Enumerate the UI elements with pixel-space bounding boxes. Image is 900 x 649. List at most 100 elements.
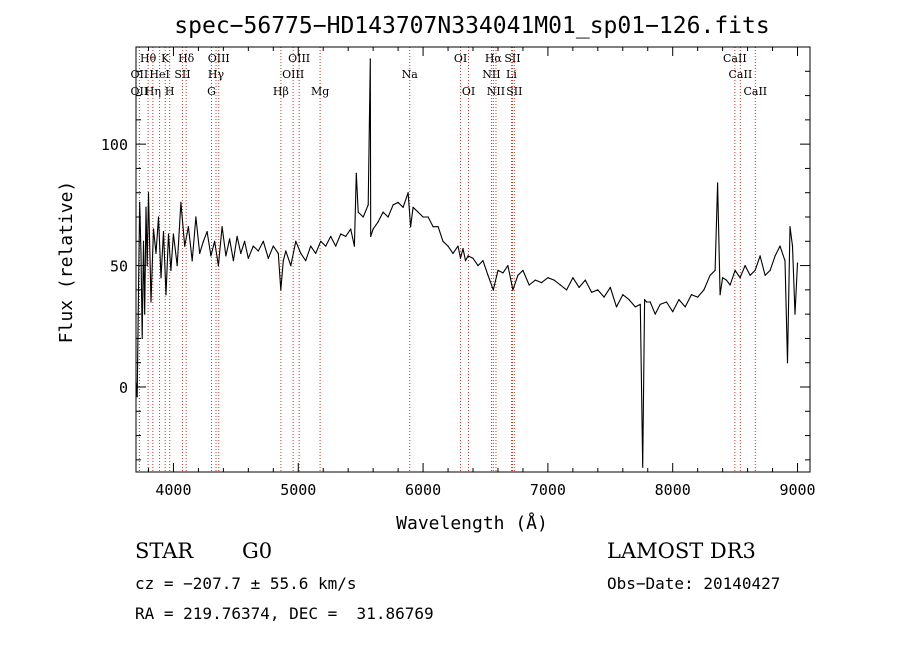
line-label: Li <box>506 68 517 81</box>
data-point <box>609 286 611 288</box>
data-point <box>199 252 201 254</box>
data-point <box>578 286 580 288</box>
line-label: OIII <box>282 68 304 81</box>
data-point <box>206 231 208 233</box>
data-point <box>280 289 282 291</box>
data-point <box>155 252 157 254</box>
data-point <box>744 265 746 267</box>
data-point <box>357 211 359 213</box>
line-label: Hδ <box>178 52 195 65</box>
data-point <box>796 262 799 264</box>
data-point <box>236 235 238 237</box>
data-point <box>654 313 656 315</box>
data-point <box>697 296 699 298</box>
data-point <box>277 252 279 254</box>
data-point <box>187 226 189 228</box>
data-point <box>195 216 197 218</box>
line-label: NII <box>487 85 505 98</box>
data-point <box>482 260 484 262</box>
line-label: OII <box>131 85 149 98</box>
obs-date: Obs−Date: 20140427 <box>607 574 781 593</box>
data-point <box>477 265 479 267</box>
data-point <box>150 301 152 303</box>
data-point <box>603 296 605 298</box>
x-tick-label: 7000 <box>530 481 566 499</box>
data-point <box>377 221 379 223</box>
data-point <box>392 204 394 206</box>
data-point <box>229 238 231 240</box>
data-point <box>225 255 227 257</box>
y-tick-label: 100 <box>101 136 128 154</box>
data-point <box>320 240 322 242</box>
data-point <box>340 233 342 235</box>
data-point <box>779 245 781 247</box>
x-axis-label: Wavelength (Å) <box>396 512 548 534</box>
data-point <box>459 257 462 259</box>
data-point <box>764 274 766 276</box>
data-point <box>659 303 661 305</box>
data-point <box>412 206 414 208</box>
line-labels: Hθ OII OII K HeI Hη Hδ SII H OIII Hγ G Hβ OIII OIII Mg N… <box>131 52 768 98</box>
data-point <box>789 226 791 228</box>
line-label: OI <box>454 52 467 65</box>
data-point <box>622 294 624 296</box>
data-point <box>217 265 219 267</box>
data-point <box>628 299 630 301</box>
line-label: Hβ <box>273 85 289 98</box>
data-point <box>257 250 259 252</box>
line-label: K <box>161 52 170 65</box>
data-point <box>191 260 193 262</box>
data-point <box>584 279 586 281</box>
data-point <box>162 231 165 233</box>
line-label: Mg <box>311 85 329 98</box>
data-point <box>437 226 439 228</box>
data-point <box>487 274 489 276</box>
data-point <box>417 211 419 213</box>
data-point <box>397 201 399 203</box>
data-point <box>232 260 234 262</box>
data-point <box>290 265 292 267</box>
data-point <box>176 265 178 267</box>
data-point <box>665 301 668 303</box>
data-point <box>774 255 776 257</box>
data-point <box>295 240 297 242</box>
data-point <box>353 245 355 247</box>
data-point <box>305 260 307 262</box>
data-point <box>784 260 786 262</box>
spectrum-line-0 <box>135 58 799 468</box>
data-point <box>553 279 555 281</box>
object-type: STAR <box>135 539 194 563</box>
line-label: HeI <box>149 68 169 81</box>
x-tick-label: 5000 <box>280 481 316 499</box>
data-point <box>272 245 274 247</box>
y-tick-label: 0 <box>119 379 128 397</box>
data-point <box>547 277 549 279</box>
data-point <box>684 306 686 308</box>
data-point <box>370 235 372 237</box>
data-point <box>534 279 537 281</box>
line-label: CaII <box>723 52 747 65</box>
data-point <box>147 192 150 194</box>
line-label: OII <box>131 68 149 81</box>
data-point <box>432 226 434 228</box>
data-point <box>141 337 143 339</box>
data-point <box>140 252 142 254</box>
data-point <box>422 216 424 218</box>
data-point <box>452 252 454 254</box>
x-tick-label: 6000 <box>405 481 441 499</box>
data-point <box>754 269 756 271</box>
data-point <box>240 252 242 254</box>
line-markers <box>138 47 756 472</box>
data-point <box>566 289 568 291</box>
line-label: CaII <box>743 85 767 98</box>
data-point <box>734 269 736 271</box>
line-label: Hη <box>145 85 161 98</box>
data-point <box>267 257 269 259</box>
line-label: NII <box>482 68 500 81</box>
data-point <box>791 245 794 247</box>
data-point <box>165 294 167 296</box>
data-point <box>367 204 369 206</box>
data-point <box>522 269 524 271</box>
data-point <box>139 201 141 203</box>
data-point <box>221 226 223 228</box>
